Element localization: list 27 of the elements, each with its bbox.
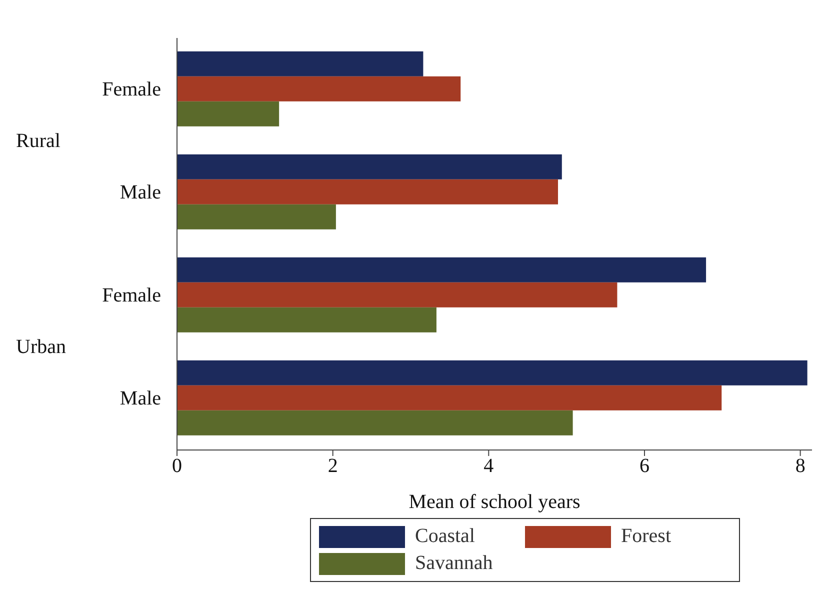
bar	[177, 76, 461, 102]
text: Rural	[16, 130, 61, 152]
bar	[177, 410, 573, 436]
bar	[177, 307, 436, 332]
bar	[177, 385, 722, 410]
bar	[177, 51, 424, 76]
x-axis-title: Mean of school years	[408, 491, 581, 513]
y-tick-label: Male	[120, 388, 162, 410]
legend-label: Savannah	[415, 552, 493, 575]
text: Urban	[16, 336, 66, 358]
y-tick-label: Female	[102, 78, 162, 100]
x-tick-label: 2	[328, 455, 338, 478]
bar	[177, 257, 706, 282]
bar	[177, 101, 280, 126]
x-tick-label: 6	[639, 455, 650, 478]
legend-label: Forest	[621, 525, 671, 548]
y-tick-label: Male	[120, 182, 162, 204]
legend-label: Coastal	[415, 525, 475, 548]
x-tick-label: 8	[795, 455, 806, 478]
x-tick-label: 4	[484, 455, 494, 478]
x-tick-label: 0	[172, 455, 182, 478]
y-tick-label: Female	[102, 284, 162, 306]
bar	[177, 204, 336, 230]
bar	[177, 179, 558, 204]
bar	[177, 282, 618, 308]
bar	[177, 154, 562, 180]
bar	[177, 360, 808, 386]
